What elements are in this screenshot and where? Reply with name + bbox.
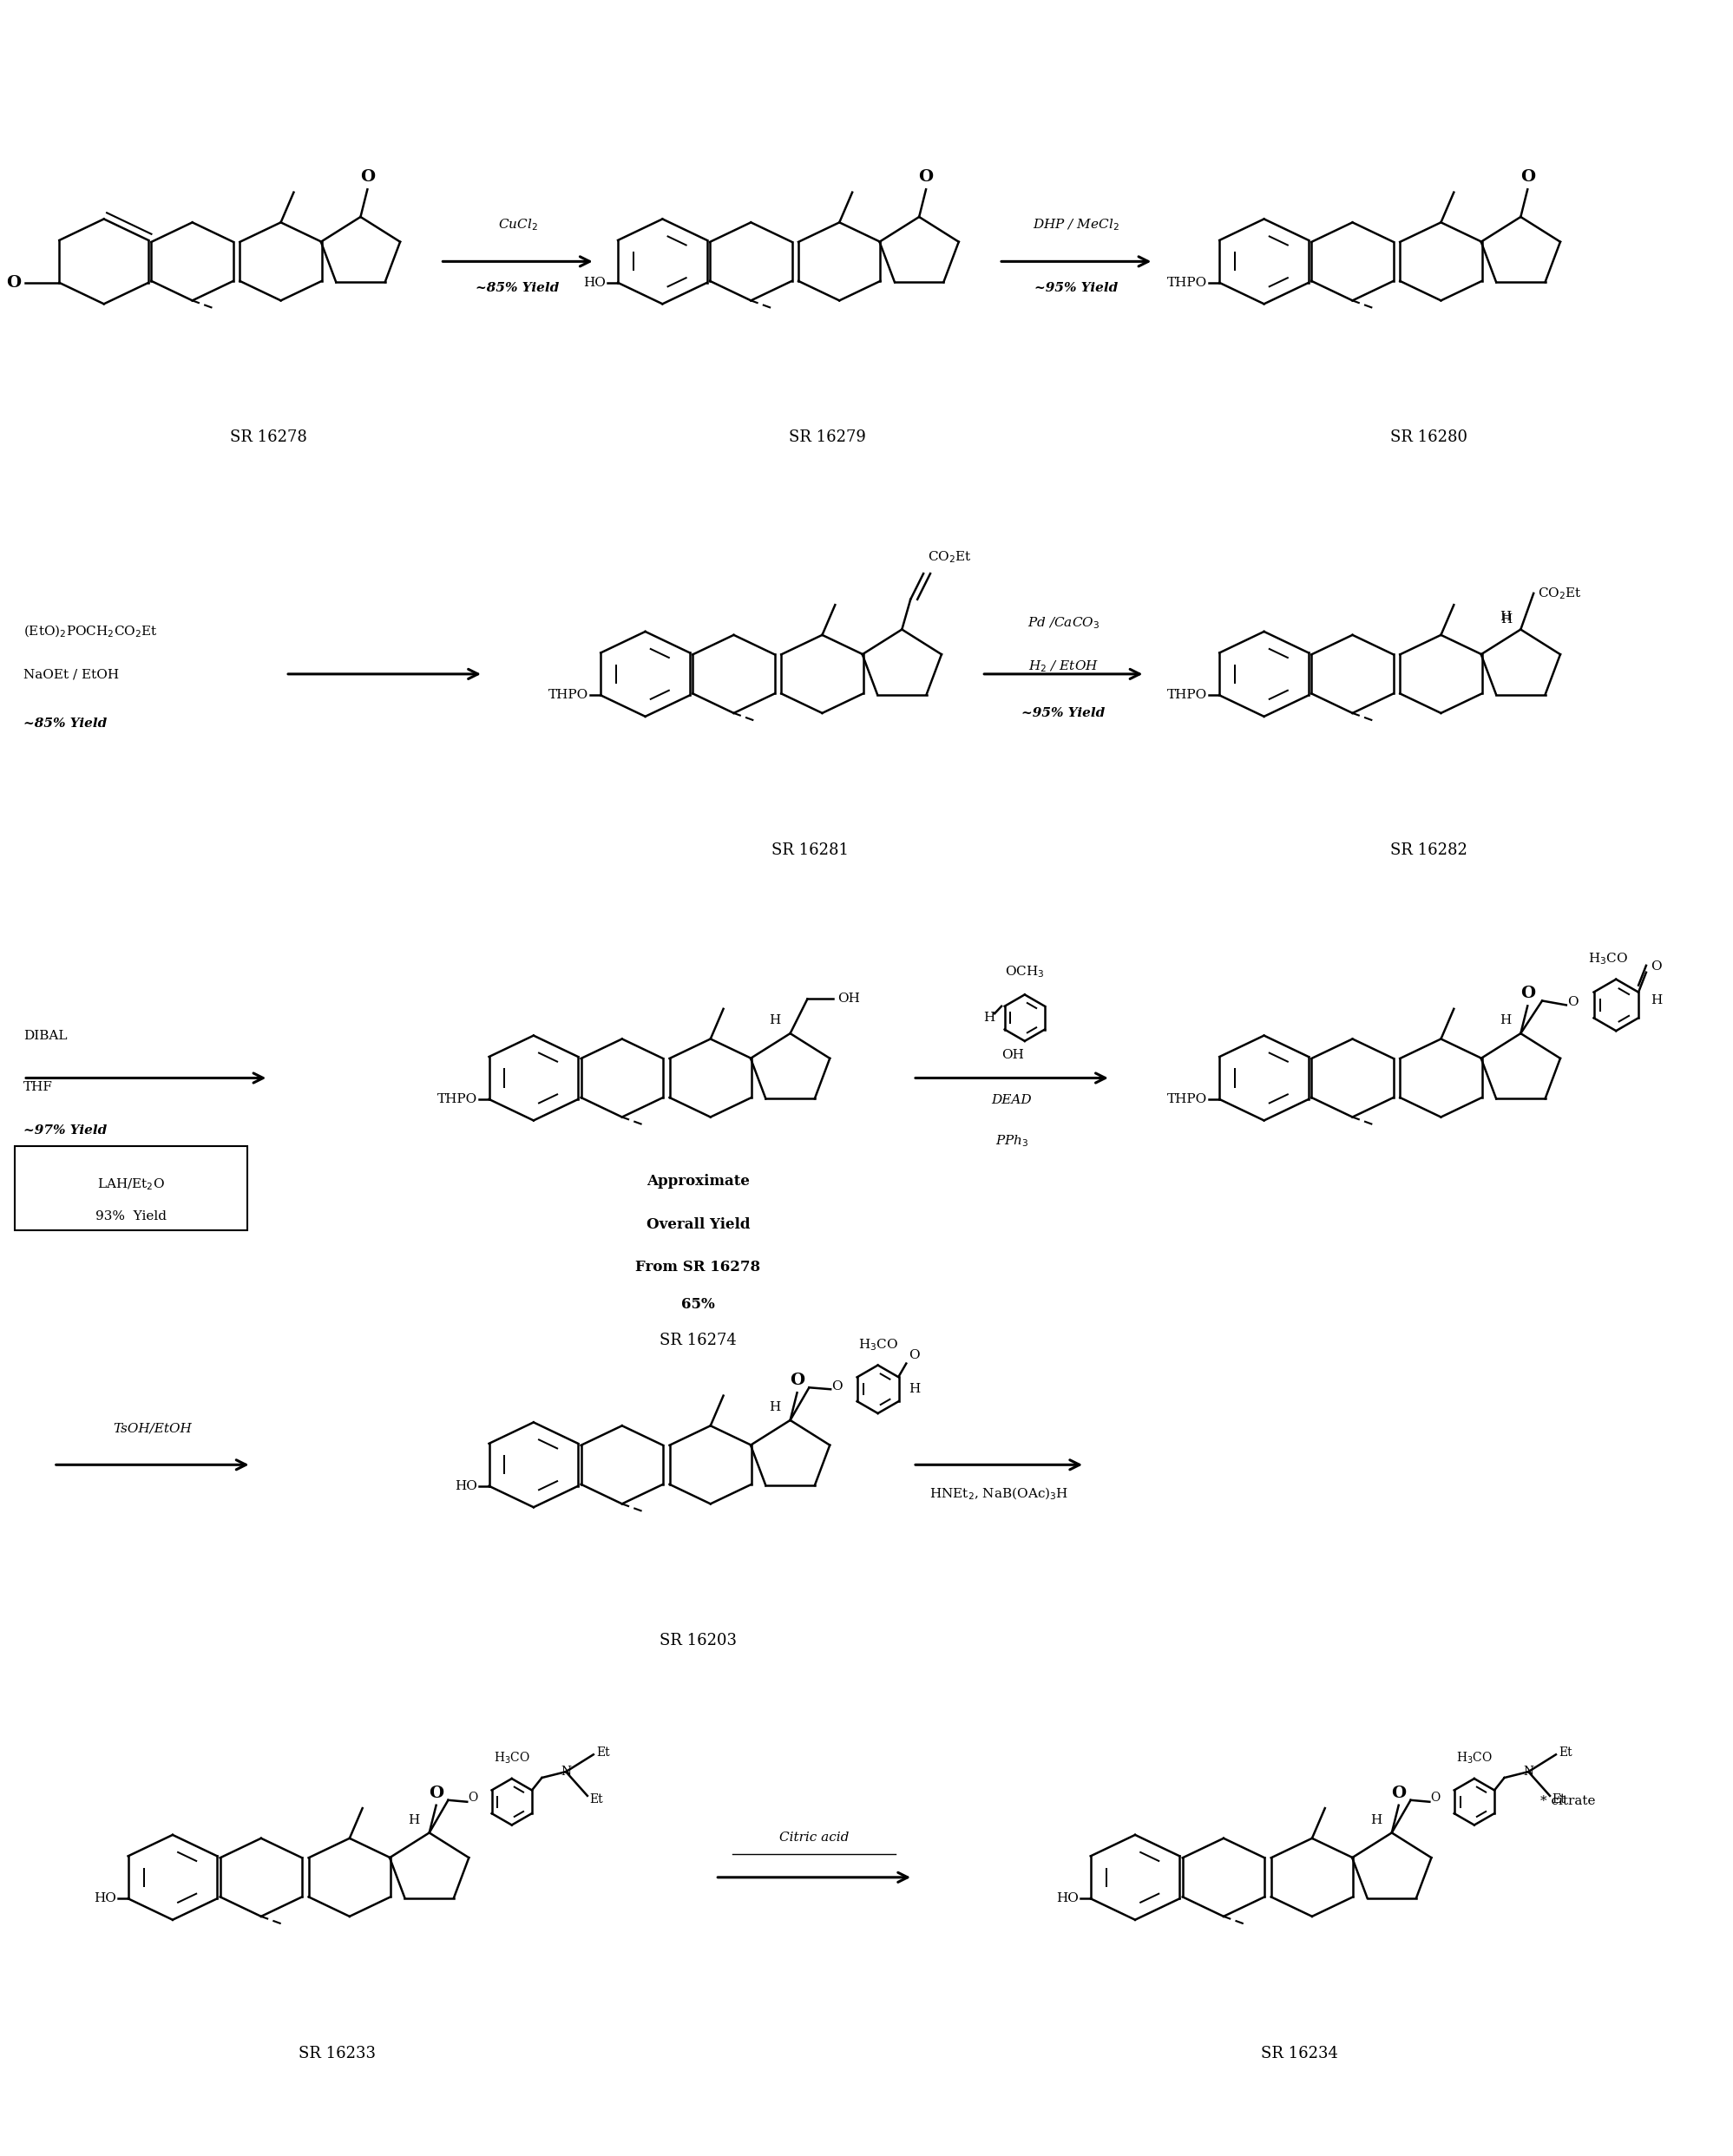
Text: H: H xyxy=(1371,1813,1381,1826)
Text: NaOEt / EtOH: NaOEt / EtOH xyxy=(24,668,120,681)
Text: HO: HO xyxy=(94,1893,116,1904)
Text: H: H xyxy=(1499,610,1511,623)
Text: SR 16280: SR 16280 xyxy=(1390,429,1468,446)
Text: O: O xyxy=(1430,1792,1440,1805)
Text: THPO: THPO xyxy=(1168,690,1208,701)
Text: Et: Et xyxy=(1551,1794,1565,1805)
Text: HO: HO xyxy=(1055,1893,1078,1904)
Text: H: H xyxy=(1499,1015,1511,1026)
Text: THF: THF xyxy=(24,1082,54,1093)
Text: DEAD: DEAD xyxy=(991,1095,1033,1106)
Text: THPO: THPO xyxy=(1168,276,1208,289)
Text: SR 16278: SR 16278 xyxy=(230,429,307,446)
Text: O: O xyxy=(1520,985,1535,1003)
Text: 93%  Yield: 93% Yield xyxy=(95,1210,166,1222)
Text: O: O xyxy=(1392,1785,1405,1800)
Text: H$_3$CO: H$_3$CO xyxy=(858,1337,898,1352)
Text: LAH/Et$_2$O: LAH/Et$_2$O xyxy=(97,1177,165,1192)
Text: O: O xyxy=(468,1792,478,1805)
Text: HO: HO xyxy=(584,276,607,289)
Text: N: N xyxy=(561,1766,572,1779)
Text: Et: Et xyxy=(596,1746,610,1759)
Text: OCH$_3$: OCH$_3$ xyxy=(1005,964,1045,979)
Text: 65%: 65% xyxy=(681,1298,716,1311)
Text: PPh$_3$: PPh$_3$ xyxy=(995,1134,1029,1149)
Text: H: H xyxy=(1501,612,1513,625)
Text: From SR 16278: From SR 16278 xyxy=(636,1259,761,1274)
Text: SR 16233: SR 16233 xyxy=(298,2046,376,2061)
Text: H: H xyxy=(769,1401,780,1414)
Text: H$_3$CO: H$_3$CO xyxy=(1456,1751,1492,1766)
Text: SR 16203: SR 16203 xyxy=(660,1632,737,1649)
Text: O: O xyxy=(908,1350,920,1360)
Text: H: H xyxy=(769,1015,780,1026)
Text: O: O xyxy=(832,1380,842,1393)
Text: O: O xyxy=(1520,170,1535,185)
Text: Overall Yield: Overall Yield xyxy=(646,1218,750,1231)
Text: H: H xyxy=(908,1384,920,1395)
Text: ~85% Yield: ~85% Yield xyxy=(24,718,107,731)
Text: SR 16281: SR 16281 xyxy=(771,843,849,858)
Text: (EtO)$_2$POCH$_2$CO$_2$Et: (EtO)$_2$POCH$_2$CO$_2$Et xyxy=(24,623,158,640)
Text: Citric acid: Citric acid xyxy=(780,1833,849,1843)
Text: O: O xyxy=(918,170,934,185)
Text: ~97% Yield: ~97% Yield xyxy=(24,1123,107,1136)
Text: O: O xyxy=(1567,996,1579,1009)
Text: OH: OH xyxy=(1002,1050,1024,1061)
Text: Et: Et xyxy=(1558,1746,1572,1759)
Text: ~95% Yield: ~95% Yield xyxy=(1035,282,1118,293)
Text: CuCl$_2$: CuCl$_2$ xyxy=(497,218,537,233)
Text: O: O xyxy=(790,1373,804,1388)
Text: TsOH/EtOH: TsOH/EtOH xyxy=(113,1423,192,1434)
Text: O: O xyxy=(360,170,374,185)
Text: H$_3$CO: H$_3$CO xyxy=(1589,951,1629,966)
Text: THPO: THPO xyxy=(437,1093,477,1106)
Text: THPO: THPO xyxy=(1168,1093,1208,1106)
Text: Pd /CaCO$_3$: Pd /CaCO$_3$ xyxy=(1028,614,1099,632)
Text: H$_2$ / EtOH: H$_2$ / EtOH xyxy=(1028,658,1099,675)
Text: CO$_2$Et: CO$_2$Et xyxy=(1537,586,1582,602)
Text: H: H xyxy=(407,1813,419,1826)
Text: DIBAL: DIBAL xyxy=(24,1031,68,1041)
Text: H: H xyxy=(1650,994,1662,1007)
Text: O: O xyxy=(5,274,21,291)
Text: HO: HO xyxy=(454,1479,477,1492)
Text: ~85% Yield: ~85% Yield xyxy=(477,282,560,293)
Text: SR 16279: SR 16279 xyxy=(789,429,865,446)
Text: H: H xyxy=(983,1011,995,1024)
Text: H$_3$CO: H$_3$CO xyxy=(494,1751,530,1766)
Text: SR 16234: SR 16234 xyxy=(1262,2046,1338,2061)
Text: N: N xyxy=(1523,1766,1534,1779)
Text: * citrate: * citrate xyxy=(1541,1794,1596,1807)
Text: SR 16274: SR 16274 xyxy=(660,1332,737,1348)
Text: Et: Et xyxy=(589,1794,603,1805)
Text: SR 16282: SR 16282 xyxy=(1390,843,1468,858)
Text: DHP / MeCl$_2$: DHP / MeCl$_2$ xyxy=(1033,218,1120,233)
Text: Approximate: Approximate xyxy=(646,1175,750,1188)
Text: HNEt$_2$, NaB(OAc)$_3$H: HNEt$_2$, NaB(OAc)$_3$H xyxy=(929,1485,1069,1501)
Text: OH: OH xyxy=(837,994,860,1005)
Text: THPO: THPO xyxy=(549,690,589,701)
Text: O: O xyxy=(428,1785,444,1800)
Text: ~95% Yield: ~95% Yield xyxy=(1022,707,1106,720)
Text: O: O xyxy=(1650,959,1662,972)
Text: CO$_2$Et: CO$_2$Et xyxy=(927,550,972,565)
